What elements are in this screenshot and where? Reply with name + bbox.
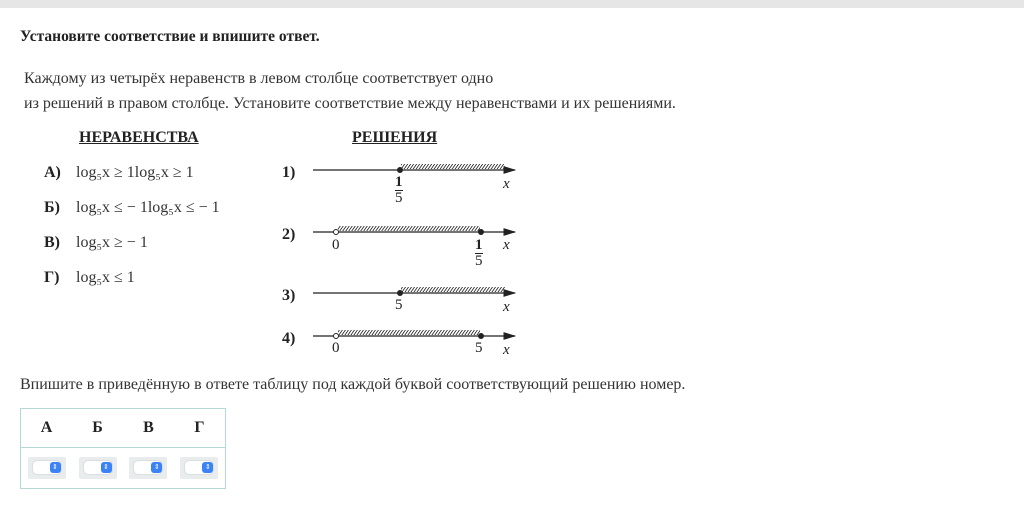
closed-point [478,229,484,235]
zero-label-4: 0 [332,340,340,356]
point-label-3: 5 [395,297,403,313]
inequality-g: log₅x ≤ 1 [76,269,135,286]
closed-point [397,167,403,173]
task-title: Установите соответствие и впишите ответ. [20,28,320,45]
task-text-line-2: из решений в правом столбце. Установите … [24,95,676,112]
inequality-letter-g: Г) [44,269,60,286]
solution-label-1: 1) [282,164,296,181]
answer-select-a[interactable]: ⇕ [27,457,66,479]
inequality-v: log₅x ≥ − 1 [76,234,148,251]
inequality-a: log₅x ≥ 1log₅x ≥ 1 [76,164,194,181]
inequality-b: log₅x ≤ − 1log₅x ≤ − 1 [76,199,220,216]
answer-select-b[interactable]: ⇕ [78,457,117,479]
number-line-3 [313,287,517,297]
header-inequalities: НЕРАВЕНСТВА [79,129,199,146]
open-point [333,333,339,339]
axis-var-2: x [503,237,510,253]
number-line-4 [313,330,517,340]
axis-var-1: x [503,176,510,192]
answer-header-v: В [122,408,174,448]
top-bar [0,0,1024,8]
task-text-line-1: Каждому из четырёх неравенств в левом ст… [24,70,494,87]
answer-header-g: Г [173,408,226,448]
answer-table: А Б В Г ⇕ ⇕ ⇕ ⇕ [20,408,226,489]
chevron-updown-icon: ⇕ [49,462,61,473]
open-point [333,229,339,235]
answer-header-a: А [20,408,73,448]
instruction: Впишите в приведённую в ответе таблицу п… [20,376,686,393]
closed-point [397,290,403,296]
answer-header-b: Б [72,408,123,448]
chevron-updown-icon: ⇕ [202,462,214,473]
chevron-updown-icon: ⇕ [151,462,163,473]
number-line-2 [313,226,517,236]
chevron-updown-icon: ⇕ [100,462,112,473]
solution-label-4: 4) [282,330,296,347]
closed-point [478,333,484,339]
header-solutions: РЕШЕНИЯ [352,129,438,146]
solution-label-2: 2) [282,226,296,243]
answer-select-v[interactable]: ⇕ [129,457,168,479]
point-label-4: 5 [475,340,483,356]
number-line-1 [313,164,517,174]
inequality-letter-a: А) [44,164,61,181]
answer-select-g[interactable]: ⇕ [180,457,219,479]
axis-var-3: x [503,299,510,315]
inequality-letter-v: В) [44,234,60,251]
inequality-letter-b: Б) [44,199,60,216]
zero-label-2: 0 [332,237,340,253]
axis-var-4: x [503,342,510,358]
solution-label-3: 3) [282,287,296,304]
